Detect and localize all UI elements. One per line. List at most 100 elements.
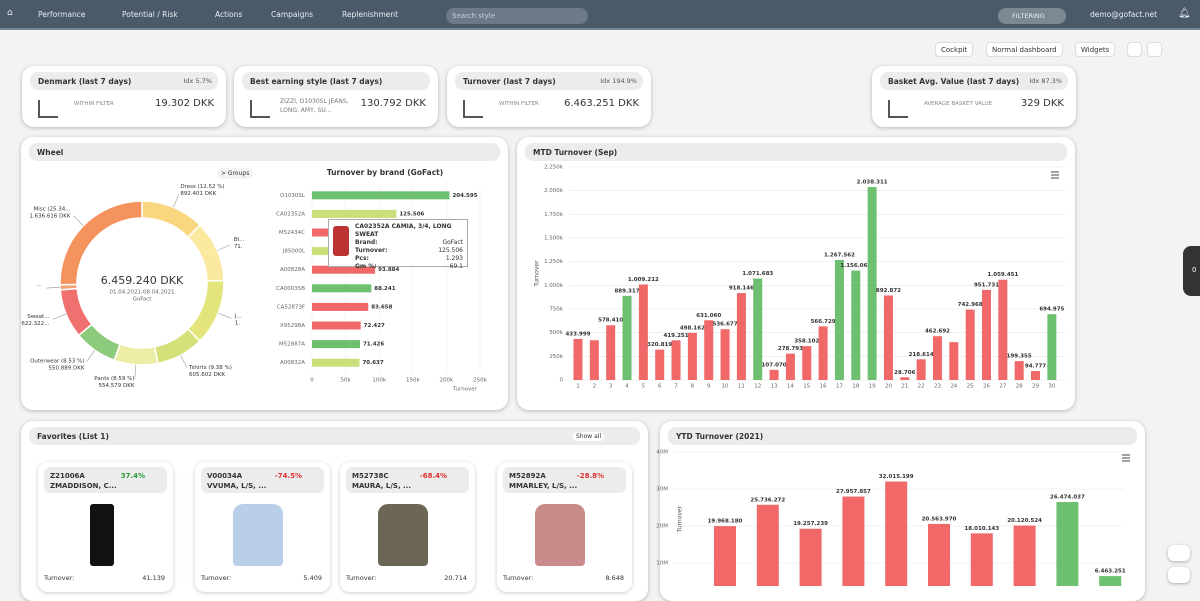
kpi-card: Denmark (last 7 days) Idx 5.7% WITHIN FILT… (22, 66, 226, 127)
turnover-label: Turnover: (201, 574, 232, 582)
favorite-name: ZMADDISON, C... (50, 482, 117, 490)
filter-label: FILTERING (1012, 12, 1045, 20)
favorite-header: M52738C MAURA, L/S, ... -68.4% (346, 467, 469, 493)
tooltip-row: Brand: GoFact (355, 239, 463, 247)
kpi-icon (38, 100, 58, 118)
tooltip-title: CA02352A CAMIA, 3/4, LONG SWEAT (355, 223, 452, 238)
tooltip-row: Turnover: 125.506 (355, 247, 463, 255)
toolbar-button[interactable]: Normal dashboard (986, 42, 1063, 57)
show-all[interactable]: Show all (573, 432, 605, 441)
favorite-card: Z21006A ZMADDISON, C... 37.4% Turnover: 41.1… (38, 462, 173, 592)
tooltip-row: Pcs: 1.293 (355, 255, 463, 263)
bell-icon[interactable]: 🔔︎ (1178, 8, 1191, 19)
search-box[interactable]: Search style (446, 8, 588, 24)
nav-item[interactable]: Campaigns (271, 10, 314, 19)
nav-item[interactable]: Replenishment (342, 10, 399, 19)
kpi-card: Basket Avg. Value (last 7 days) Idx 87.3%… (872, 66, 1076, 127)
tooltip-key: Brand: (355, 239, 378, 246)
favorite-name: MMARLEY, L/S, ... (509, 482, 578, 490)
edit-button[interactable] (1147, 42, 1162, 57)
home-icon[interactable]: ⌂ (7, 8, 13, 18)
panel-title: Wheel (29, 143, 500, 161)
tooltip: CA02352A CAMIA, 3/4, LONG SWEAT Brand: Go… (328, 219, 468, 270)
kpi-value: 130.792 DKK (360, 98, 426, 109)
tooltip-value: GoFact (442, 239, 463, 246)
product-thumb (333, 226, 349, 256)
favorite-header: Z21006A ZMADDISON, C... 37.4% (44, 467, 167, 493)
turnover-value: 8.648 (605, 574, 624, 582)
favorite-card: V00034A VVUMA, L/S, ... -74.5% Turnover: 5.4… (195, 462, 330, 592)
favorite-header: V00034A VVUMA, L/S, ... -74.5% (201, 467, 324, 493)
kpi-title: Basket Avg. Value (last 7 days) (880, 72, 1068, 90)
linkedin-button[interactable] (1168, 545, 1190, 561)
kpi-subtitle: WITHIN FILTER (74, 101, 114, 107)
wheel-panel: Wheel > Groups (21, 137, 508, 410)
nav-item[interactable]: Actions (215, 10, 243, 19)
info-button[interactable] (1127, 42, 1142, 57)
turnover-label: Turnover: (44, 574, 75, 582)
favorite-code: M52738C (352, 472, 389, 480)
product-image (378, 504, 428, 566)
tooltip-value: 69.1 (449, 263, 463, 270)
kpi-title: Denmark (last 7 days) (30, 72, 218, 90)
kpi-value: 19.302 DKK (155, 98, 214, 109)
favorite-change: 37.4% (120, 472, 145, 480)
ytd-panel: YTD Turnover (2021) (660, 421, 1145, 601)
nav-item[interactable]: Potential / Risk (122, 10, 178, 19)
favorite-code: Z21006A (50, 472, 85, 480)
kpi-icon (463, 100, 483, 118)
favorite-code: M52892A (509, 472, 546, 480)
favorite-name: MAURA, L/S, ... (352, 482, 412, 490)
kpi-subtitle: WITHIN FILTER (499, 101, 539, 107)
favorite-card: M52738C MAURA, L/S, ... -68.4% Turnover: 20.… (340, 462, 475, 592)
turnover-value: 41.139 (142, 574, 165, 582)
kpi-index: Idx 87.3% (1029, 77, 1062, 85)
tooltip-value: 125.506 (438, 247, 463, 254)
favorite-change: -74.5% (274, 472, 302, 480)
tooltip-value: 1.293 (445, 255, 463, 262)
turnover-label: Turnover: (346, 574, 377, 582)
kpi-subtitle: AVERAGE BASKET VALUE (924, 101, 993, 107)
tooltip-row: Gm %: 69.1 (355, 263, 463, 271)
kpi-title: Best earning style (last 7 days) (242, 72, 430, 90)
kpi-subtitle: ZIZZI, O1030SL JEANS, LONG, AMY, SU... (280, 98, 349, 114)
kpi-title: Turnover (last 7 days) (455, 72, 643, 90)
product-image (233, 504, 283, 566)
turnover-value: 5.409 (303, 574, 322, 582)
user-email[interactable]: demo@gofact.net (1090, 10, 1158, 19)
panel-title: Favorites (List 1) (29, 427, 640, 445)
support-button[interactable] (1168, 567, 1190, 583)
kpi-value: 6.463.251 DKK (564, 98, 639, 109)
search-placeholder: Search style (452, 12, 496, 20)
kpi-icon (888, 100, 908, 118)
mtd-panel: MTD Turnover (Sep) (517, 137, 1075, 410)
top-nav: ⌂ Performance Potential / Risk Actions C… (0, 0, 1200, 30)
toolbar-button[interactable]: Cockpit (935, 42, 974, 57)
favorite-name: VVUMA, L/S, ... (207, 482, 267, 490)
panel-title: YTD Turnover (2021) (668, 427, 1137, 445)
kpi-value: 329 DKK (1020, 98, 1064, 109)
toolbar-button[interactable]: Widgets (1075, 42, 1116, 57)
nav-item[interactable]: Performance (38, 10, 86, 19)
favorite-code: V00034A (207, 472, 243, 480)
kpi-index: Idx 5.7% (183, 77, 212, 85)
turnover-value: 20.714 (444, 574, 467, 582)
product-image (90, 504, 114, 566)
cart-button[interactable]: 0 (1183, 246, 1200, 296)
cart-count: 0 (1192, 266, 1197, 274)
favorite-header: M52892A MMARLEY, L/S, ... -28.8% (503, 467, 626, 493)
filter-button[interactable]: FILTERING (998, 8, 1066, 24)
favorite-change: -28.8% (576, 472, 604, 480)
favorite-card: M52892A MMARLEY, L/S, ... -28.8% Turnover: 8… (497, 462, 632, 592)
kpi-card: Best earning style (last 7 days) ZIZZI, O… (234, 66, 438, 127)
turnover-label: Turnover: (503, 574, 534, 582)
kpi-card: Turnover (last 7 days) Idx 194.9% WITHIN F… (447, 66, 651, 127)
favorite-change: -68.4% (419, 472, 447, 480)
product-image (535, 504, 585, 566)
tooltip-key: Pcs: (355, 255, 369, 262)
tooltip-key: Gm %: (355, 263, 377, 270)
groups-button[interactable]: > Groups (217, 168, 254, 179)
panel-title: MTD Turnover (Sep) (525, 143, 1067, 161)
kpi-icon (250, 100, 270, 118)
